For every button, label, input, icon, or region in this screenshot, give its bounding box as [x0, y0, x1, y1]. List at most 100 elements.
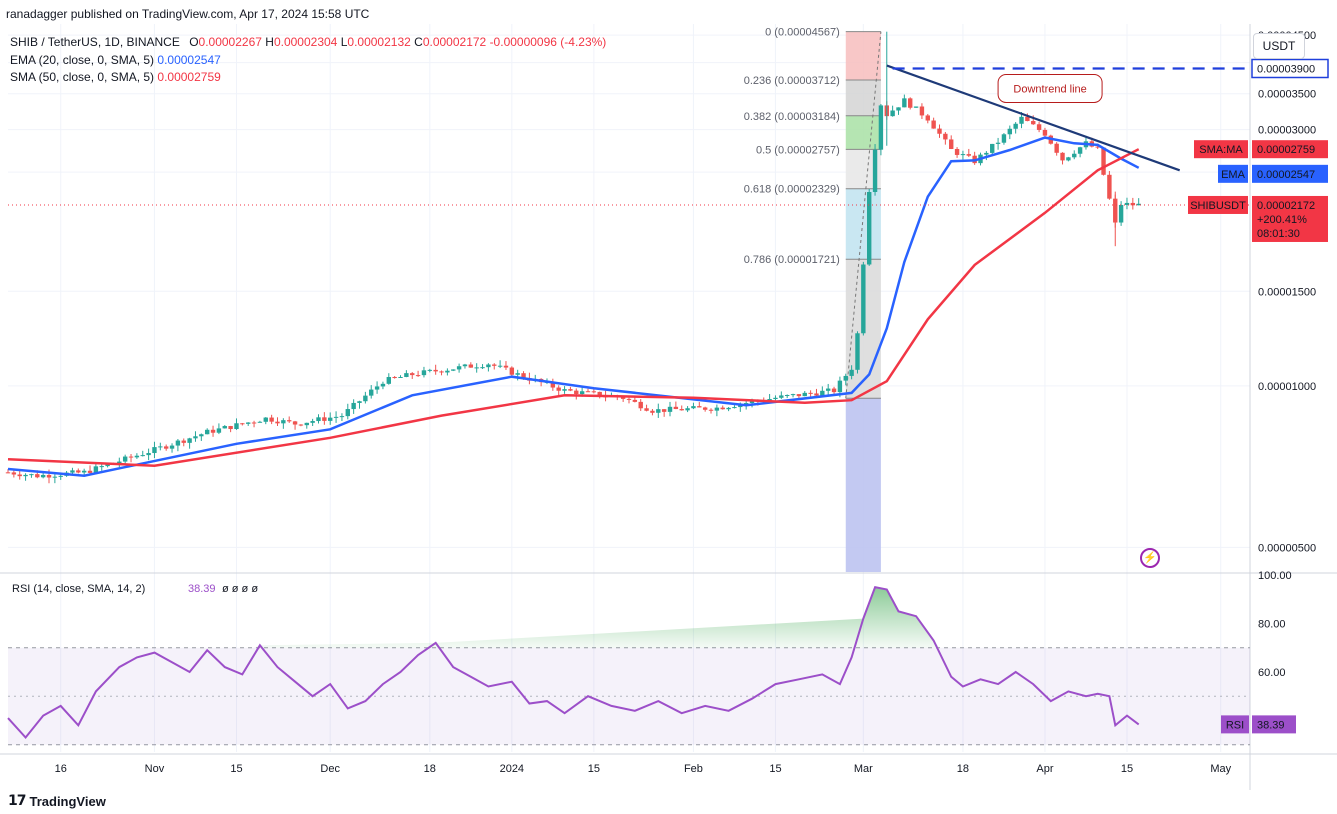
- time-tick-label: 18: [957, 763, 969, 775]
- currency-button[interactable]: USDT: [1253, 33, 1305, 59]
- candle-body: [1042, 129, 1048, 136]
- ema-tag-box: [1252, 164, 1328, 183]
- candle-body: [363, 395, 368, 402]
- candle-body: [497, 365, 503, 367]
- candle-body: [492, 364, 497, 366]
- low-value: 0.00002132: [347, 35, 411, 49]
- candle-body: [820, 390, 825, 396]
- candle-body: [46, 474, 52, 478]
- resistance-tag-box: [1251, 58, 1329, 79]
- candle-body: [122, 456, 128, 462]
- time-tick-label: 18: [424, 763, 436, 775]
- downtrend-label-box: [997, 73, 1103, 103]
- candle-body: [943, 133, 948, 140]
- fibonacci-retracement[interactable]: 0 (0.00004567) 0.236 (0.00003712) 0.382 (0…: [744, 27, 882, 572]
- rsi-title: RSI (14, close, SMA, 14, 2): [12, 583, 145, 595]
- candle-body: [87, 470, 93, 473]
- candle-body: [825, 388, 831, 391]
- candle-body: [322, 417, 327, 421]
- time-tick-label: Dec: [320, 763, 340, 775]
- candle-body: [175, 440, 181, 446]
- candle-body: [357, 401, 362, 403]
- last-tag-name-box: [1188, 195, 1248, 214]
- candle-body: [310, 421, 315, 423]
- sma-legend[interactable]: SMA (50, close, 0, SMA, 5) 0.00002759: [10, 70, 221, 84]
- rsi-band: [8, 647, 1250, 745]
- candle-body: [439, 371, 444, 373]
- candle-body: [638, 401, 643, 409]
- candle-body: [304, 422, 309, 426]
- candle-body: [146, 453, 151, 456]
- candle-body: [661, 409, 667, 412]
- candle-body: [708, 409, 714, 411]
- candle-body: [773, 397, 778, 400]
- candle-body: [597, 391, 602, 397]
- candle-body: [228, 426, 233, 430]
- lightning-icon[interactable]: ⚡: [1140, 548, 1160, 568]
- candle-body: [187, 438, 192, 443]
- candle-body: [784, 395, 790, 397]
- high-value: 0.00002304: [273, 35, 338, 49]
- candle-body: [1118, 204, 1124, 223]
- candle-body: [152, 447, 157, 454]
- candle-body: [76, 470, 81, 473]
- candle-body: [58, 475, 63, 477]
- candle-body: [298, 424, 304, 426]
- candle-body: [919, 106, 925, 116]
- symbol-title[interactable]: SHIB / TetherUS, 1D, BINANCE: [10, 35, 180, 49]
- candle-body: [140, 455, 145, 457]
- fib-trend-line: [845, 31, 882, 399]
- candle-body: [369, 389, 374, 396]
- fib-level-label: 0.236 (0.00003712): [744, 75, 840, 87]
- candle-body: [620, 397, 626, 399]
- candle-body: [995, 142, 1001, 144]
- candle-body: [796, 394, 802, 397]
- candle-body: [257, 421, 263, 423]
- candle-body: [380, 383, 386, 387]
- sma-tag-name-box: [1194, 140, 1248, 159]
- last-tag-box: [1252, 195, 1328, 242]
- drawings[interactable]: Downtrend line: [8, 64, 1250, 206]
- price-tick-label: 0.00003000: [1258, 125, 1316, 137]
- rsi-tick-label: 60.00: [1258, 667, 1286, 679]
- candle-body: [281, 420, 286, 424]
- fib-level-label: 0.786 (0.00001721): [744, 254, 840, 266]
- candle-body: [808, 392, 813, 394]
- candle-body: [23, 474, 28, 477]
- candle-body: [93, 466, 99, 473]
- rsi-tag-box: [1252, 715, 1296, 734]
- candle-body: [702, 407, 708, 410]
- change-value: -0.00000096 (-4.23%): [489, 35, 607, 49]
- candle-body: [679, 409, 684, 411]
- close-value: 0.00002172: [422, 35, 487, 49]
- resistance-tag-value: 0.00003900: [1257, 63, 1315, 75]
- candle-body: [644, 408, 649, 411]
- tradingview-logo-icon: 17: [8, 793, 27, 809]
- rsi-tick-label: 100.00: [1258, 570, 1292, 582]
- candle-body: [486, 364, 491, 368]
- candle-body: [902, 98, 907, 108]
- ema-tag-value: 0.00002547: [1257, 169, 1315, 181]
- candle-body: [433, 369, 438, 372]
- candle-body: [562, 389, 567, 391]
- candle-body: [345, 409, 350, 417]
- candle-body: [374, 386, 380, 390]
- candle-body: [70, 470, 75, 473]
- candle-body: [866, 191, 872, 265]
- downtrend-label: Downtrend line: [1013, 83, 1086, 95]
- candle-body: [949, 139, 954, 149]
- rsi-pane: 100.00 80.00 60.00 RSI (14, close, SMA, 14,…: [7, 570, 1296, 746]
- candle-body: [802, 392, 807, 397]
- high-label: H: [265, 35, 274, 49]
- candle-body: [925, 115, 930, 121]
- candle-body: [591, 391, 597, 393]
- sma-legend-label: SMA (50, close, 0, SMA, 5): [10, 70, 155, 84]
- ema-legend[interactable]: EMA (20, close, 0, SMA, 5) 0.00002547: [10, 53, 221, 67]
- candle-body: [410, 373, 415, 376]
- candle-body: [398, 376, 403, 378]
- candle-body: [779, 395, 784, 398]
- candle-body: [1107, 174, 1112, 199]
- candle-body: [105, 463, 110, 467]
- candle-body: [1031, 121, 1036, 125]
